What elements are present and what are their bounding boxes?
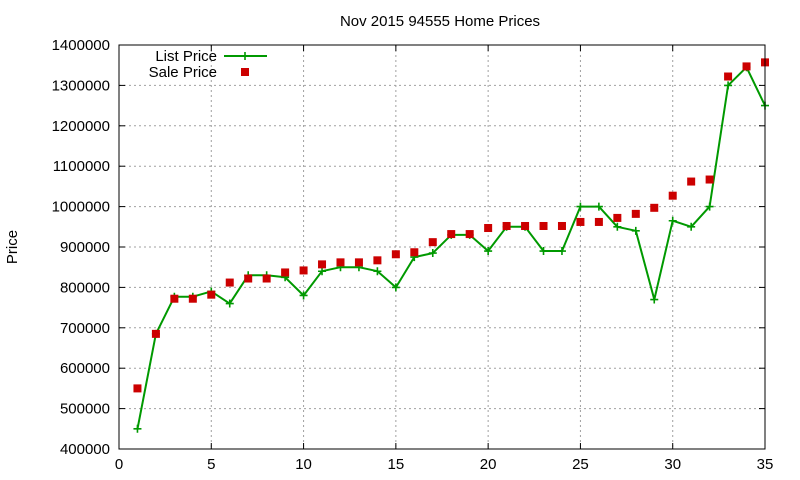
x-tick-label: 10	[295, 456, 312, 473]
list-price-point	[539, 247, 548, 256]
x-tick-label: 0	[115, 456, 123, 473]
list-price-point	[613, 222, 622, 231]
sale-price-point	[207, 290, 216, 299]
x-tick-label: 15	[388, 456, 405, 473]
sale-price-point	[133, 384, 142, 393]
sale-price-point	[281, 268, 290, 277]
sale-price-point	[299, 266, 308, 275]
y-tick-label: 1100000	[53, 158, 110, 175]
list-price-point	[373, 267, 382, 276]
sale-price-point	[447, 230, 456, 239]
y-tick-label: 400000	[60, 441, 110, 458]
y-axis-label: Price	[4, 230, 21, 264]
list-price-point	[668, 216, 677, 225]
sale-price-point	[521, 221, 530, 230]
y-tick-label: 1000000	[52, 199, 110, 216]
y-tick-label: 1200000	[52, 118, 110, 135]
y-tick-label: 600000	[60, 360, 110, 377]
y-tick-label: 500000	[60, 401, 110, 418]
legend-marker-sale-price	[241, 68, 249, 76]
sale-price-point	[318, 260, 327, 269]
list-price-point	[391, 283, 400, 292]
y-tick-label: 800000	[60, 279, 110, 296]
chart-title: Nov 2015 94555 Home Prices	[340, 13, 540, 30]
list-price-point	[557, 247, 566, 256]
y-tick-label: 900000	[60, 239, 110, 256]
x-tick-label: 30	[664, 456, 681, 473]
sale-price-point	[557, 221, 566, 230]
sale-price-point	[410, 248, 419, 257]
y-tick-label: 700000	[60, 320, 110, 337]
sale-price-point	[594, 217, 603, 226]
sale-price-point	[428, 238, 437, 247]
sale-price-point	[262, 274, 271, 283]
legend: List Price Sale Price	[149, 48, 267, 81]
sale-price-point	[354, 258, 363, 267]
sale-price-point	[188, 294, 197, 303]
tick-labels: 0 5 10 15 20 25 30 35 400000 500000 600000 700000 80…	[52, 37, 774, 473]
sale-price-point	[687, 177, 696, 186]
y-tick-label: 1300000	[52, 77, 110, 94]
list-price-point	[299, 291, 308, 300]
list-price-point	[650, 295, 659, 304]
sale-price-point	[502, 221, 511, 230]
sale-price-point	[724, 72, 733, 81]
x-tick-label: 5	[207, 456, 215, 473]
sale-price-point	[631, 209, 640, 218]
series-layer	[133, 58, 769, 433]
list-price-point	[484, 247, 493, 256]
list-price-point	[594, 202, 603, 211]
list-price-point	[705, 202, 714, 211]
y-tick-label: 1400000	[52, 37, 110, 54]
legend-label-sale-price: Sale Price	[149, 64, 217, 81]
legend-marker-list-price	[241, 52, 249, 60]
list-price-point	[318, 267, 327, 276]
list-price-point	[225, 299, 234, 308]
list-price-point	[133, 424, 142, 433]
sale-price-point	[391, 250, 400, 259]
legend-label-list-price: List Price	[155, 48, 217, 65]
series-line-list-price	[136, 66, 766, 429]
list-price-point	[687, 222, 696, 231]
sale-price-point	[336, 258, 345, 267]
sale-price-point	[668, 191, 677, 200]
x-tick-label: 25	[572, 456, 589, 473]
sale-price-point	[151, 329, 160, 338]
sale-price-point	[539, 221, 548, 230]
sale-price-point	[170, 294, 179, 303]
sale-price-point	[576, 217, 585, 226]
x-tick-label: 35	[757, 456, 774, 473]
x-tick-label: 20	[480, 456, 497, 473]
sale-price-point	[465, 230, 474, 239]
grid-lines	[119, 45, 765, 449]
sale-price-point	[613, 213, 622, 222]
plot-border	[118, 44, 766, 450]
list-price-point	[724, 81, 733, 90]
sale-price-point	[742, 62, 751, 71]
sale-price-point	[373, 256, 382, 265]
sale-price-point	[225, 278, 234, 287]
sale-price-point	[705, 175, 714, 184]
list-price-point	[576, 202, 585, 211]
sale-price-point	[244, 274, 253, 283]
sale-price-point	[650, 203, 659, 212]
sale-price-point	[484, 224, 493, 233]
list-price-point	[631, 226, 640, 235]
list-price-point	[428, 249, 437, 258]
